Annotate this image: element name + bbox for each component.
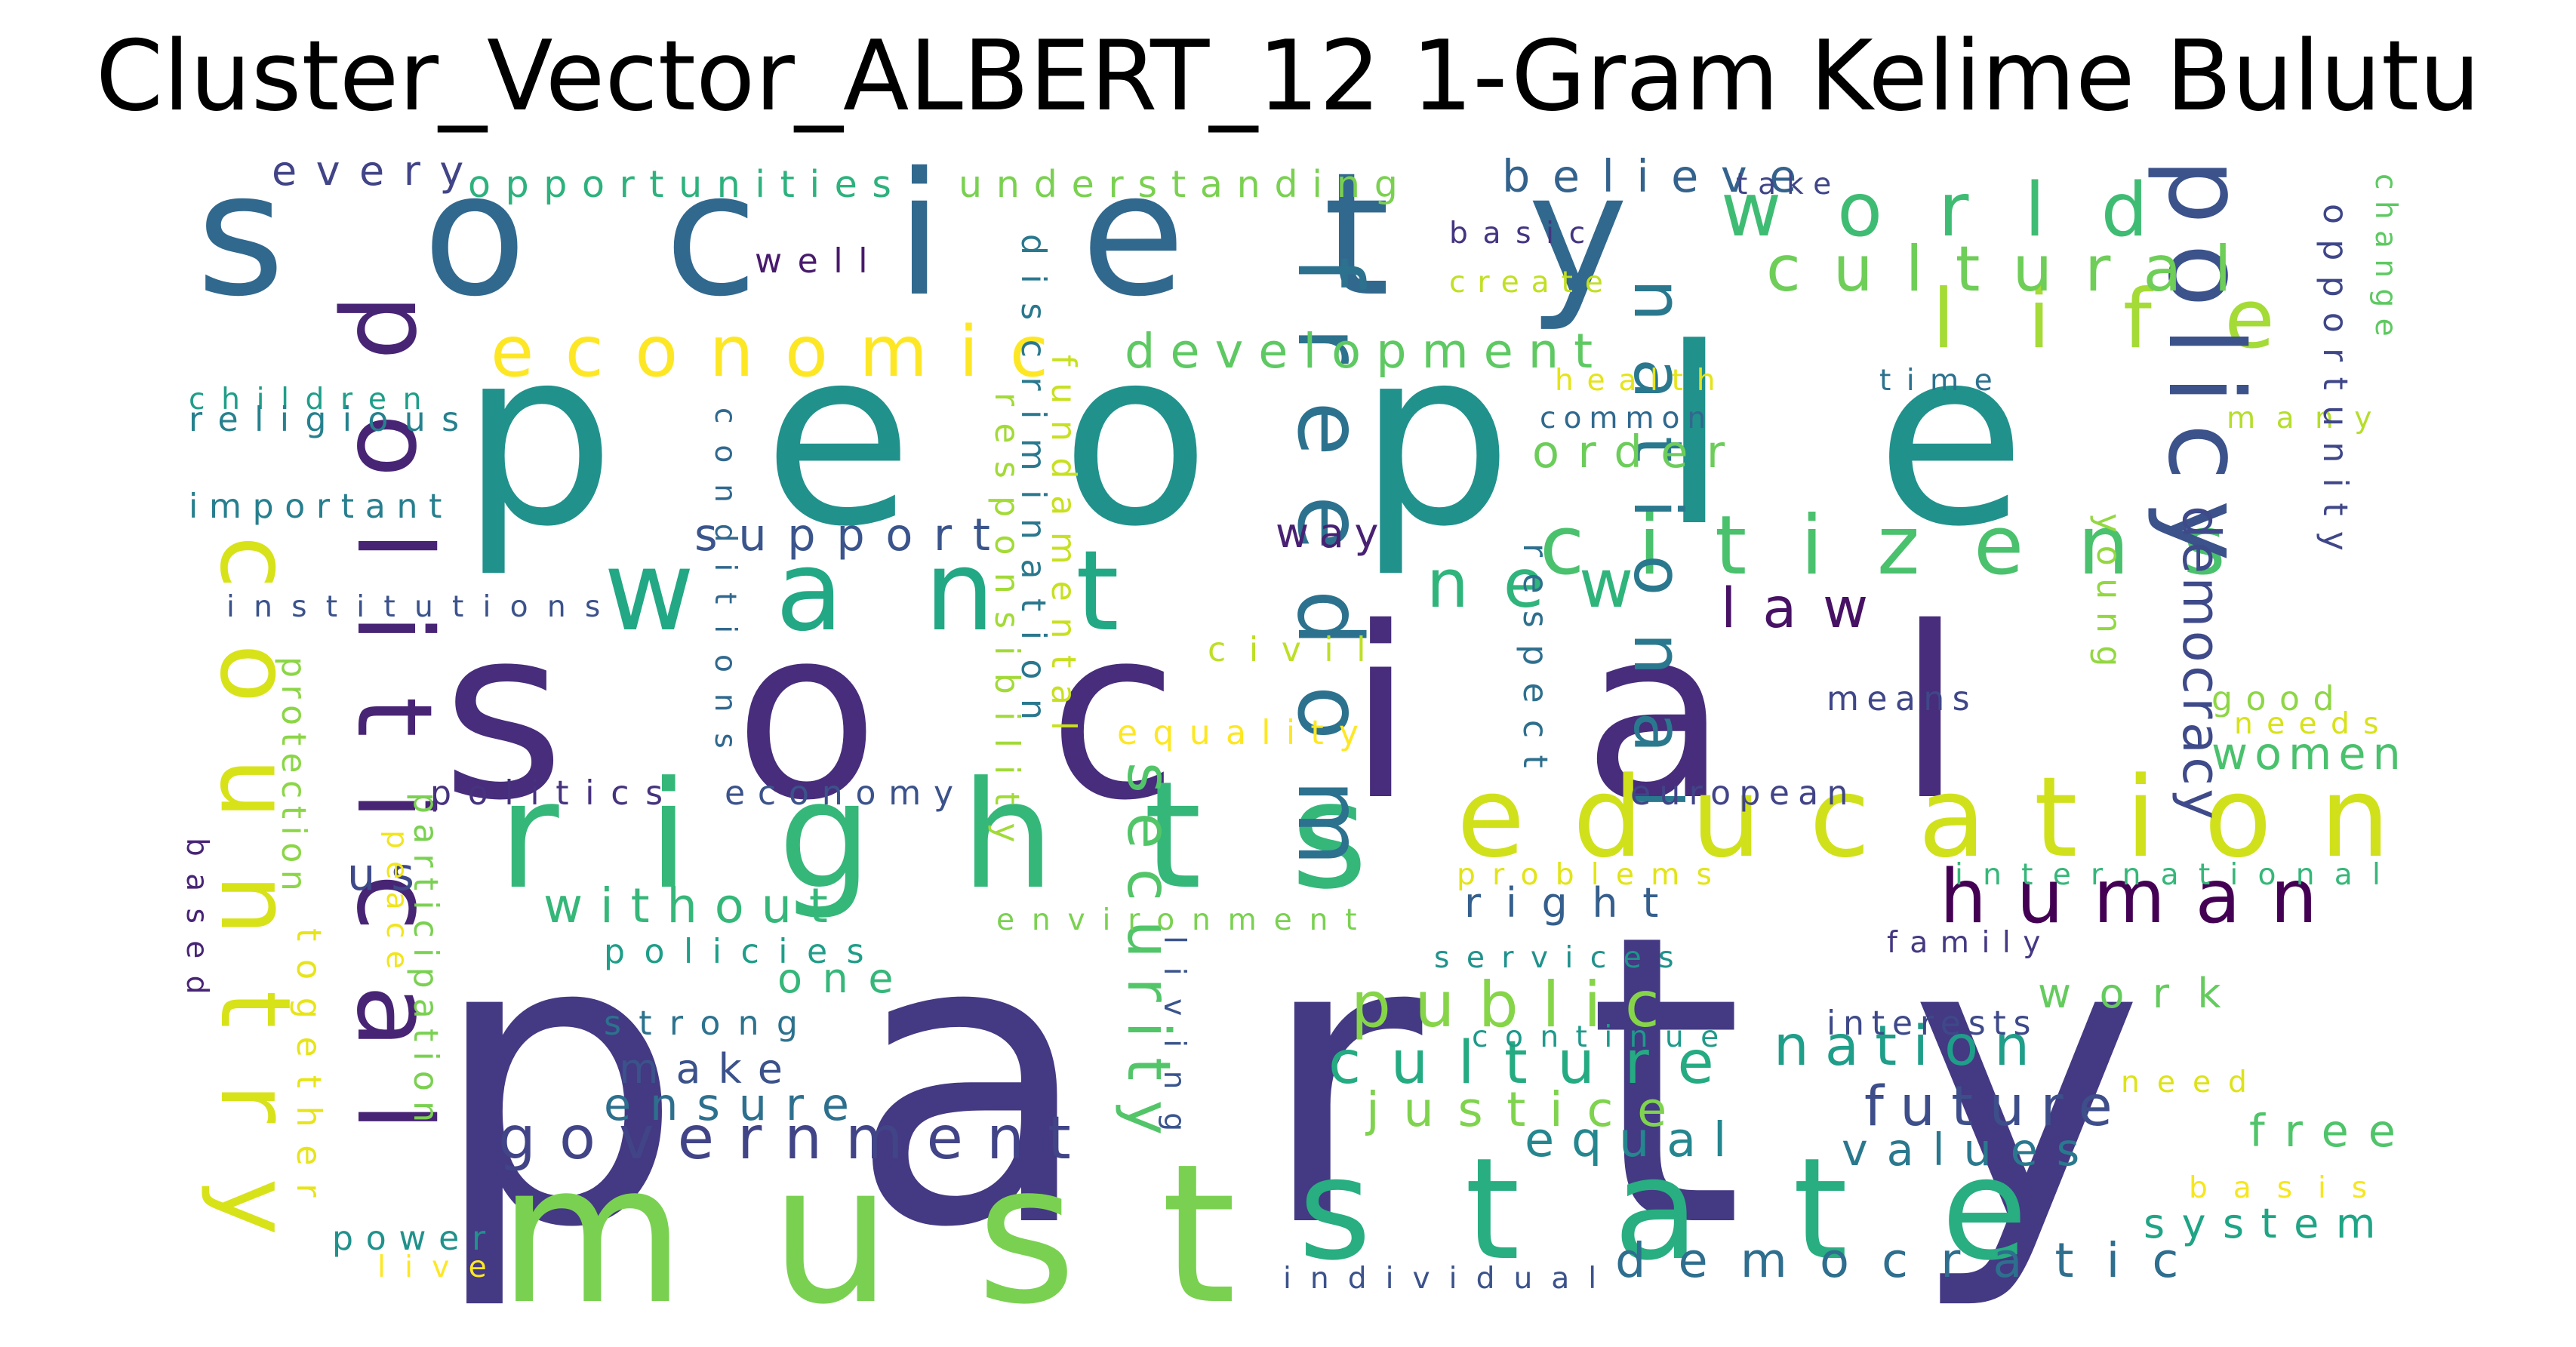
word-religious: religious [189, 401, 475, 439]
word-important: important [189, 487, 454, 526]
word-change: change [2368, 174, 2402, 348]
word-education: education [1457, 753, 2439, 882]
word-party: party [430, 850, 2310, 1315]
word-protection: protection [274, 657, 312, 899]
word-basis: basis [2189, 1171, 2393, 1205]
word-interests: interests [1827, 1004, 2039, 1043]
word-system: system [2144, 1200, 2393, 1247]
word-time: time [1879, 364, 2008, 398]
word-respect: respect [1516, 543, 1554, 786]
chart-title: Cluster_Vector_ALBERT_12 1-Gram Kelime B… [95, 20, 2481, 133]
word-equal: equal [1525, 1112, 1744, 1168]
word-environment: environment [996, 903, 1374, 937]
word-state: state [1298, 1127, 2122, 1291]
word-social: social [442, 577, 2132, 852]
word-european: european [1630, 774, 1857, 813]
word-power: power [332, 1219, 498, 1258]
word-policies: policies [604, 933, 884, 971]
word-society: society [196, 137, 1766, 334]
word-nation: nation [1774, 1014, 2046, 1078]
word-need: need [2121, 1066, 2264, 1099]
word-politics: politics [430, 774, 679, 813]
word-cultural: cultural [1766, 232, 2264, 306]
word-institutions: institutions [226, 590, 620, 624]
word-every: every [272, 147, 483, 195]
word-new: new [1426, 545, 1668, 623]
word-peace: peace [380, 830, 414, 982]
word-world: world [1721, 168, 2204, 254]
word-government: government [498, 1104, 1094, 1173]
word-citizens: citizens [1540, 499, 2280, 593]
word-live: live [377, 1250, 506, 1284]
word-free: free [2249, 1105, 2415, 1157]
word-economy: economy [725, 774, 966, 813]
word-take: take [1736, 168, 1842, 201]
word-make: make [619, 1045, 800, 1093]
word-future: future [1864, 1075, 2129, 1139]
word-opportunity: opportunity [2316, 204, 2354, 567]
word-health: health [1555, 364, 1729, 398]
word-young: young [2089, 513, 2128, 679]
word-living: living [1157, 936, 1191, 1155]
word-needs: needs [2234, 707, 2393, 741]
word-services: services [1434, 941, 1691, 975]
word-basic: basic [1449, 217, 1600, 251]
word-support: support [694, 509, 1011, 561]
word-family: family [1887, 926, 2053, 960]
word-together: together [289, 928, 328, 1216]
word-rights: rights [498, 750, 1457, 922]
word-continue: continue [1472, 1020, 1736, 1054]
word-us: us [347, 848, 430, 900]
word-culture: culture [1328, 1029, 1744, 1097]
word-create: create [1449, 266, 1615, 300]
word-common: common [1540, 401, 1714, 435]
word-equality: equality [1117, 714, 1374, 752]
word-one: one [777, 955, 914, 1002]
word-ensure: ensure [604, 1078, 868, 1130]
word-way: way [1276, 509, 1390, 557]
word-must: must [498, 1123, 1321, 1347]
word-order: order [1532, 426, 1743, 478]
word-development: development [1125, 324, 1608, 380]
word-law: law [1721, 577, 1894, 641]
word-work: work [2038, 970, 2250, 1017]
word-strong: strong [604, 1004, 816, 1043]
word-values: values [1842, 1124, 2099, 1176]
word-civil: civil [1208, 631, 1390, 669]
word-human: human [1940, 854, 2347, 940]
word-international: international [1955, 858, 2401, 892]
word-economic: economic [491, 311, 1080, 392]
word-democratic: democratic [1615, 1233, 2211, 1289]
word-problems: problems [1457, 858, 1729, 892]
word-opportunities: opportunities [468, 163, 906, 206]
word-life: life [1932, 272, 2348, 367]
word-public: public [1351, 968, 1684, 1041]
word-people: people [460, 297, 2174, 580]
word-want: want [604, 527, 1200, 656]
word-individual: individual [1283, 1262, 1616, 1296]
word-means: means [1827, 680, 1978, 718]
word-conditions: conditions [708, 407, 742, 770]
word-good: good [2211, 680, 2347, 718]
word-right: right [1464, 879, 1684, 927]
word-justice: justice [1366, 1082, 1691, 1138]
word-believe: believe [1502, 150, 1819, 202]
word-understanding: understanding [959, 163, 1412, 206]
word-well: well [755, 242, 884, 281]
word-many: many [2227, 401, 2393, 435]
word-women: women [2211, 727, 2408, 780]
word-country: country [199, 536, 310, 1291]
word-fundamental: fundamental [1044, 355, 1082, 747]
word-children: children [189, 383, 439, 417]
word-based: based [180, 838, 214, 1011]
word-without: without [543, 878, 845, 934]
